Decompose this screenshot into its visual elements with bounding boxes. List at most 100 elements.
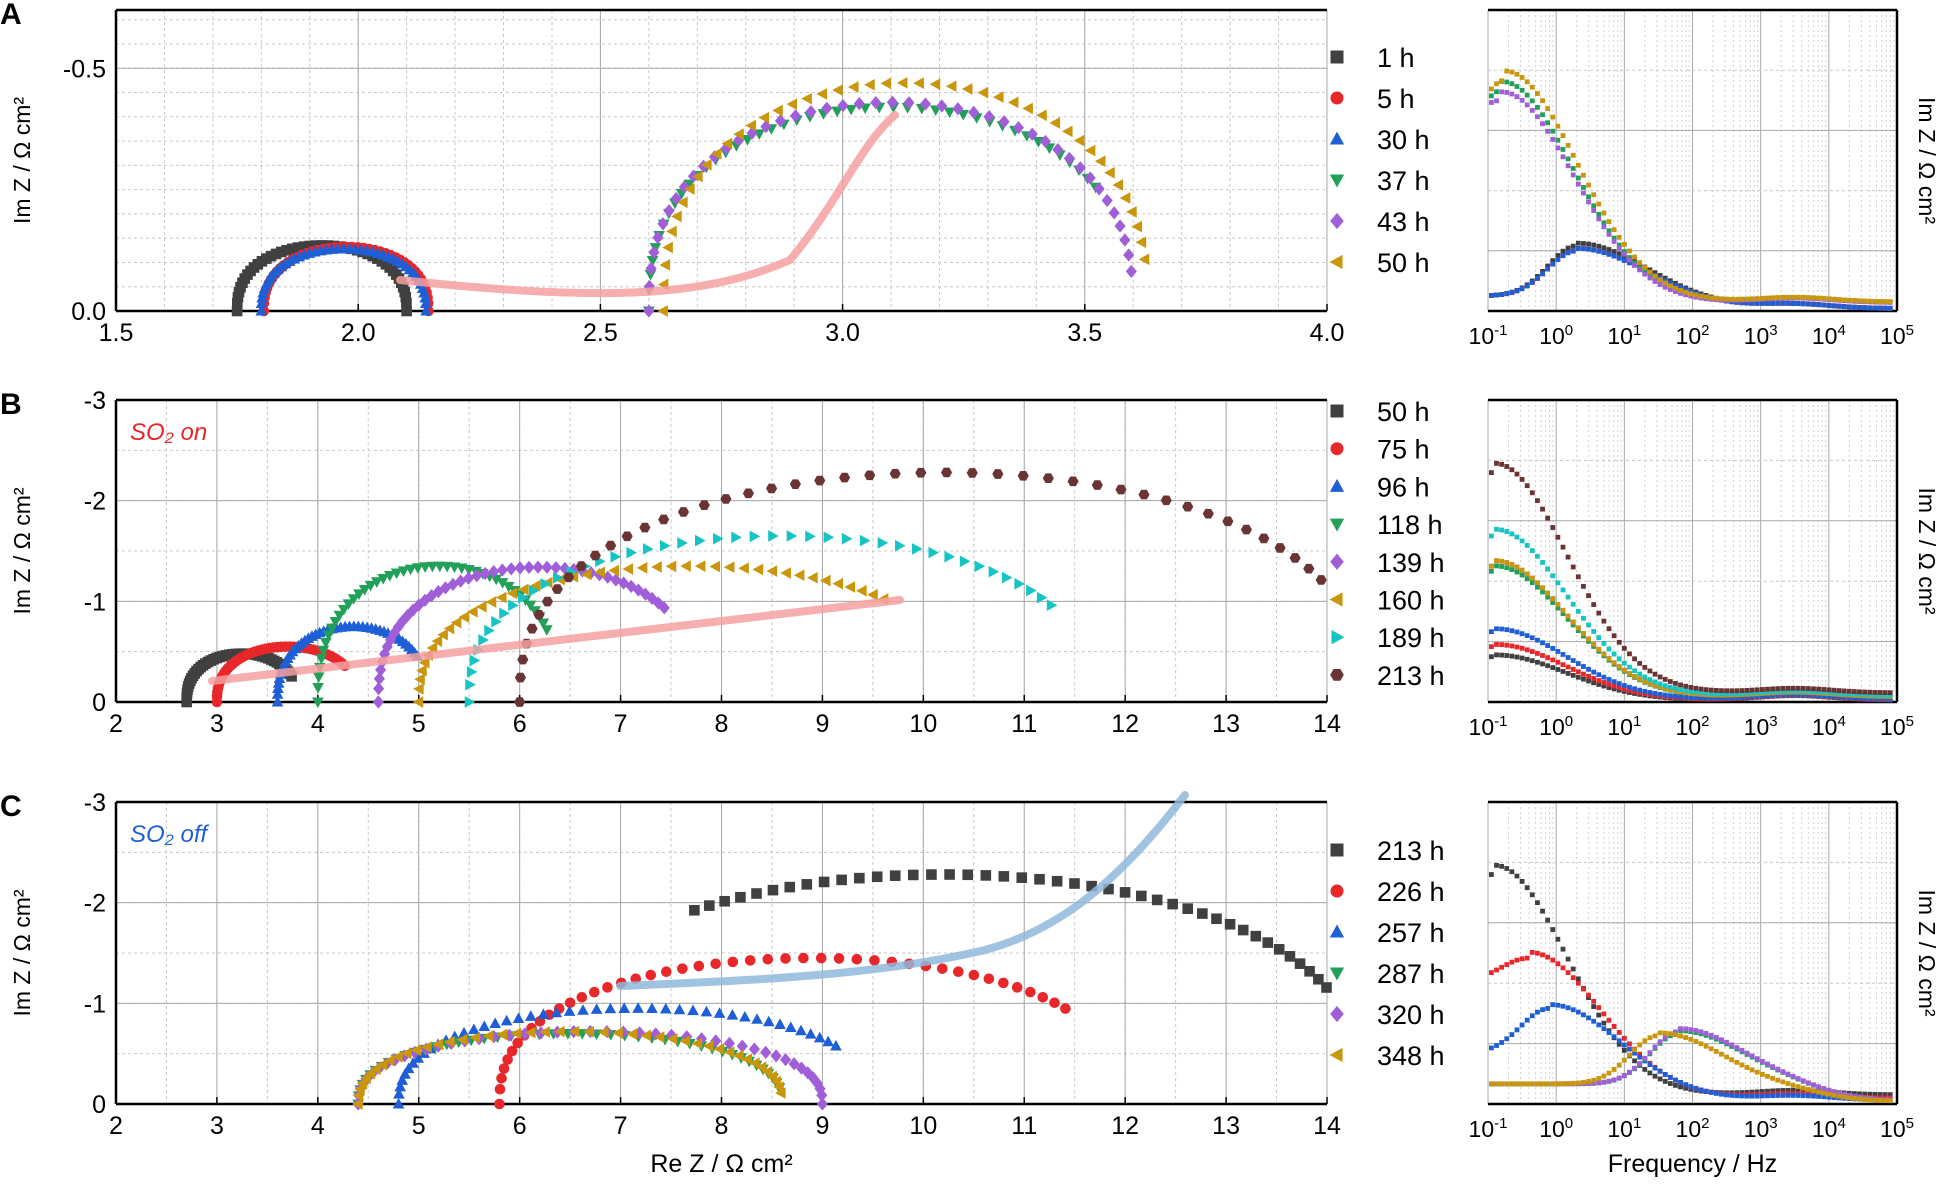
bode-point bbox=[1800, 301, 1806, 307]
bode-point bbox=[1795, 1076, 1801, 1081]
data-point bbox=[780, 953, 791, 964]
bode-point bbox=[1540, 653, 1545, 658]
data-point bbox=[377, 573, 390, 585]
bode-point bbox=[1729, 1042, 1735, 1048]
data-point bbox=[788, 1057, 800, 1071]
bode-point bbox=[1867, 1097, 1873, 1103]
bode-point bbox=[1688, 688, 1694, 694]
bode-point bbox=[1703, 690, 1709, 696]
bode-point bbox=[1652, 683, 1658, 688]
bode-point bbox=[1790, 301, 1796, 306]
bode-point bbox=[1713, 1091, 1719, 1096]
bode-point bbox=[1683, 1035, 1689, 1040]
bode-point bbox=[1499, 642, 1505, 648]
data-point bbox=[659, 539, 671, 552]
bode-point bbox=[1877, 692, 1883, 698]
data-point bbox=[691, 1037, 703, 1050]
legend-marker bbox=[1329, 254, 1343, 270]
bode-point bbox=[1565, 163, 1571, 169]
bode-point bbox=[1790, 685, 1796, 691]
bode-point bbox=[1581, 633, 1586, 639]
data-point bbox=[642, 543, 654, 555]
data-point bbox=[1016, 872, 1028, 883]
bode-point bbox=[1504, 962, 1510, 967]
bode-point bbox=[1494, 642, 1499, 647]
bode-point bbox=[1683, 683, 1689, 689]
data-point bbox=[1197, 908, 1208, 919]
bode-point bbox=[1509, 467, 1515, 473]
bode-point bbox=[1489, 644, 1494, 650]
data-point bbox=[1034, 873, 1045, 885]
bode-point bbox=[1550, 1081, 1556, 1087]
data-point bbox=[519, 1027, 531, 1041]
bode-point bbox=[1591, 1080, 1597, 1086]
data-point bbox=[469, 654, 481, 667]
bode-point bbox=[1494, 460, 1499, 466]
bode-point bbox=[1846, 695, 1852, 701]
data-point bbox=[292, 242, 304, 253]
data-point bbox=[762, 953, 774, 965]
data-point bbox=[541, 625, 553, 636]
data-point bbox=[915, 467, 927, 478]
bode-point bbox=[1765, 1074, 1770, 1079]
data-point bbox=[659, 1002, 672, 1014]
bode-point bbox=[1621, 1073, 1627, 1078]
data-point bbox=[482, 1030, 494, 1042]
data-point bbox=[232, 297, 243, 309]
data-point bbox=[444, 1036, 455, 1048]
data-point bbox=[886, 95, 898, 109]
data-point bbox=[535, 1026, 547, 1040]
bode-point bbox=[1519, 538, 1525, 544]
bode-x-tick-label: 101 bbox=[1607, 1115, 1641, 1142]
data-point bbox=[602, 982, 613, 993]
data-point bbox=[805, 530, 816, 543]
bode-point bbox=[1744, 690, 1750, 696]
bode-point bbox=[1555, 253, 1561, 258]
bode-point bbox=[1489, 629, 1494, 635]
bode-point bbox=[1555, 137, 1561, 143]
bode-point bbox=[1729, 688, 1735, 694]
bode-point bbox=[1606, 231, 1612, 237]
data-point bbox=[944, 869, 955, 880]
bode-point bbox=[1514, 957, 1520, 963]
x-tick-label: 11 bbox=[1011, 710, 1037, 738]
bode-point bbox=[1535, 651, 1540, 656]
bode-point bbox=[1729, 691, 1735, 696]
bode-point bbox=[1616, 685, 1622, 691]
data-point bbox=[845, 104, 857, 116]
bode-point bbox=[1611, 227, 1617, 233]
bode-point bbox=[1872, 696, 1878, 702]
bode-point bbox=[1540, 506, 1545, 512]
bode-point bbox=[1770, 301, 1775, 306]
bode-point bbox=[1509, 869, 1515, 875]
bode-point bbox=[1887, 692, 1893, 698]
data-point bbox=[494, 1083, 506, 1095]
bode-point bbox=[1805, 1080, 1811, 1086]
data-point bbox=[286, 671, 297, 682]
bode-point bbox=[1606, 228, 1612, 234]
data-point bbox=[414, 673, 425, 686]
bode-point bbox=[1698, 686, 1704, 692]
bode-point bbox=[1621, 242, 1627, 247]
bode-point bbox=[1575, 608, 1581, 614]
data-point bbox=[419, 297, 432, 308]
bode-point bbox=[1657, 282, 1663, 287]
bode-point bbox=[1570, 1007, 1576, 1013]
bode-point bbox=[1708, 1090, 1714, 1095]
bode-point bbox=[1581, 185, 1586, 190]
bode-point bbox=[1509, 562, 1515, 567]
data-point bbox=[687, 1004, 699, 1016]
bode-point bbox=[1800, 692, 1806, 698]
bode-point bbox=[1499, 652, 1505, 658]
bode-point bbox=[1565, 1081, 1571, 1086]
data-point bbox=[822, 1035, 835, 1047]
bode-point bbox=[1621, 686, 1627, 692]
bode-point bbox=[1509, 69, 1515, 75]
bode-point bbox=[1678, 1084, 1683, 1090]
bode-point bbox=[1504, 565, 1510, 571]
x-tick-label: 13 bbox=[1212, 1112, 1240, 1140]
bode-point bbox=[1514, 644, 1520, 650]
bode-x-tick-label: 103 bbox=[1744, 1115, 1778, 1142]
data-point bbox=[1067, 476, 1079, 487]
